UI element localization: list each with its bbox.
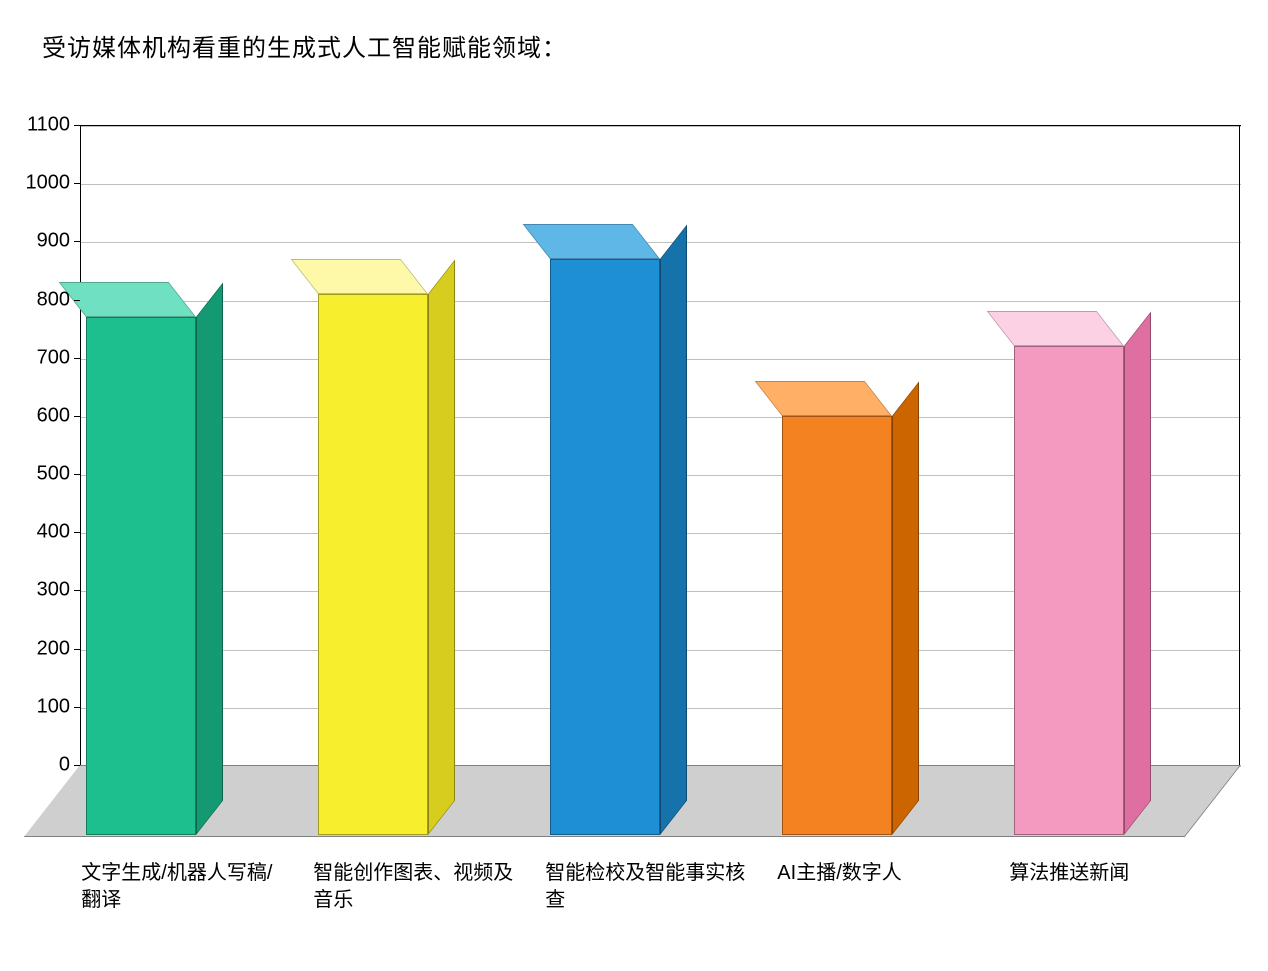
bar-top [755, 381, 892, 416]
y-tick-label: 600 [10, 404, 70, 427]
y-tick-label: 200 [10, 637, 70, 660]
y-tick-label: 300 [10, 579, 70, 602]
y-tick-label: 900 [10, 230, 70, 253]
x-axis-label: 算法推送新闻 [1009, 860, 1211, 887]
y-tick-label: 500 [10, 463, 70, 486]
bar-side [196, 282, 223, 835]
y-tick-label: 800 [10, 288, 70, 311]
bars-container [80, 125, 1240, 765]
x-axis-label: 智能创作图表、视频及音乐 [313, 860, 515, 914]
bar [318, 294, 428, 765]
bar-top [291, 259, 428, 294]
y-tick-mark [74, 300, 80, 301]
bar-top [987, 311, 1124, 346]
bar-front [550, 259, 660, 835]
bar [86, 317, 196, 765]
chart-title: 受访媒体机构看重的生成式人工智能赋能领域： [42, 28, 567, 63]
x-axis-label: 智能检校及智能事实核查 [545, 860, 747, 914]
bar-front [86, 317, 196, 835]
bar-front [1014, 346, 1124, 835]
bar [782, 416, 892, 765]
y-tick-mark [74, 707, 80, 708]
bar-side [1124, 311, 1151, 835]
bar [1014, 346, 1124, 765]
y-tick-label: 1000 [10, 172, 70, 195]
y-tick-mark [74, 358, 80, 359]
y-tick-label: 700 [10, 346, 70, 369]
y-tick-mark [74, 474, 80, 475]
y-tick-label: 1100 [10, 114, 70, 137]
y-tick-mark [74, 416, 80, 417]
x-axis-label: AI主播/数字人 [777, 860, 979, 887]
bar-front [318, 294, 428, 835]
y-tick-label: 0 [10, 754, 70, 777]
y-tick-label: 100 [10, 695, 70, 718]
bar-side [428, 259, 455, 835]
y-tick-mark [74, 125, 80, 126]
y-tick-mark [74, 241, 80, 242]
bar [550, 259, 660, 765]
bar-side [660, 224, 687, 835]
y-tick-label: 400 [10, 521, 70, 544]
y-tick-mark [74, 765, 80, 766]
y-tick-mark [74, 649, 80, 650]
bar-top [523, 224, 660, 259]
bar-front [782, 416, 892, 835]
bar-side [892, 381, 919, 835]
x-axis-label: 文字生成/机器人写稿/翻译 [81, 860, 283, 914]
y-tick-mark [74, 183, 80, 184]
y-tick-mark [74, 590, 80, 591]
bar-chart: 0 100 200 300 400 500 600 700 800 900 1000 1100 文字生成… [0, 110, 1250, 940]
y-tick-mark [74, 532, 80, 533]
page: 受访媒体机构看重的生成式人工智能赋能领域： 0 100 200 300 400 500 60… [0, 0, 1268, 971]
